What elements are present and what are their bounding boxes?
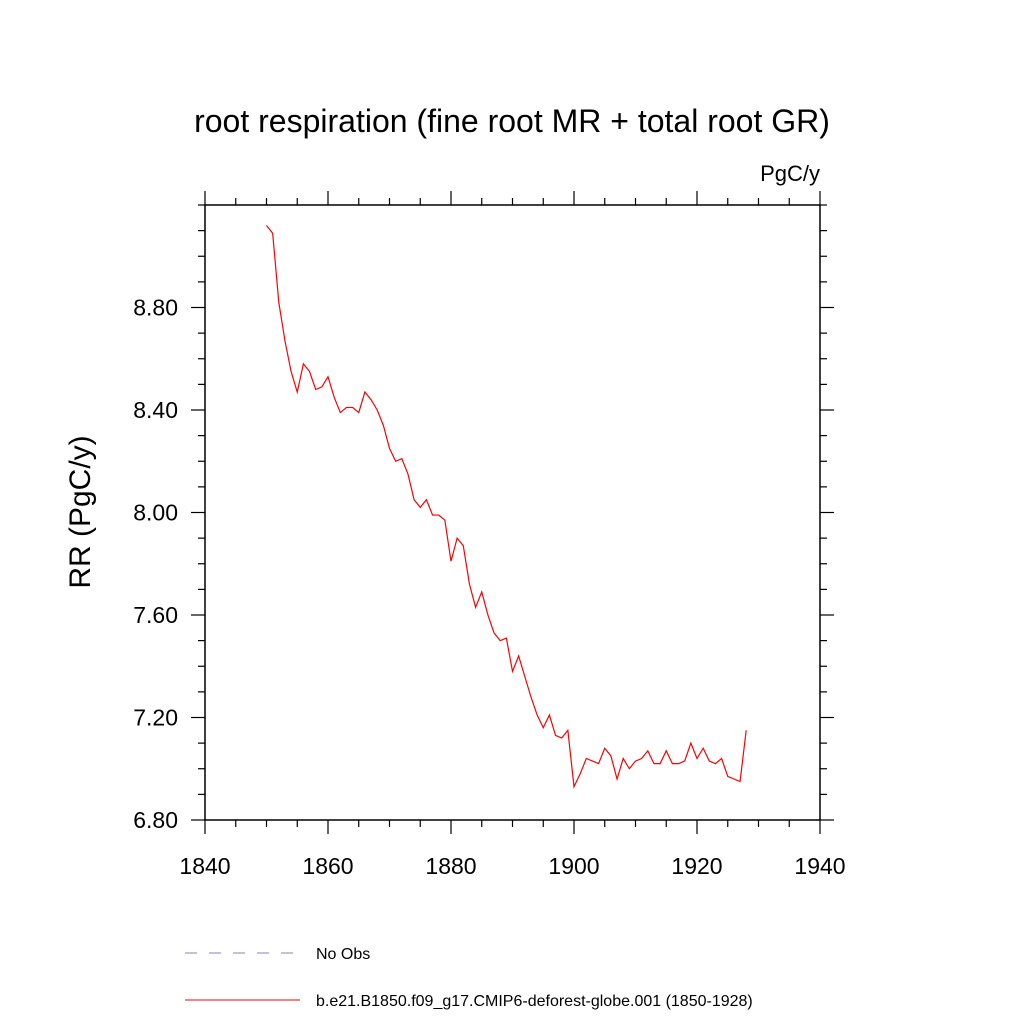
axis-ticks: [191, 191, 834, 834]
legend-label-no-obs: No Obs: [316, 946, 370, 963]
legend-label-model-run: b.e21.B1850.f09_g17.CMIP6-deforest-globe…: [316, 993, 753, 1010]
chart-title: root respiration (fine root MR + total r…: [194, 103, 830, 139]
x-tick-label: 1920: [671, 853, 722, 879]
series-line: [266, 225, 747, 789]
y-tick-label: 7.20: [133, 705, 178, 731]
x-tick-label: 1840: [179, 853, 230, 879]
axis-tick-labels: 1840 1860 1880 1900 1920 1940 6.80 7.20 7.60 8.00…: [133, 295, 845, 880]
units-label: PgC/y: [760, 161, 820, 186]
y-axis-label: RR (PgC/y): [64, 435, 97, 588]
x-tick-label: 1880: [425, 853, 476, 879]
y-tick-label: 8.40: [133, 397, 178, 423]
x-tick-label: 1900: [548, 853, 599, 879]
y-tick-label: 8.00: [133, 500, 178, 526]
y-tick-label: 7.60: [133, 602, 178, 628]
y-tick-label: 8.80: [133, 295, 178, 321]
y-tick-label: 6.80: [133, 807, 178, 833]
plot-frame: [204, 204, 821, 821]
x-tick-label: 1860: [302, 853, 353, 879]
x-tick-label: 1940: [794, 853, 845, 879]
